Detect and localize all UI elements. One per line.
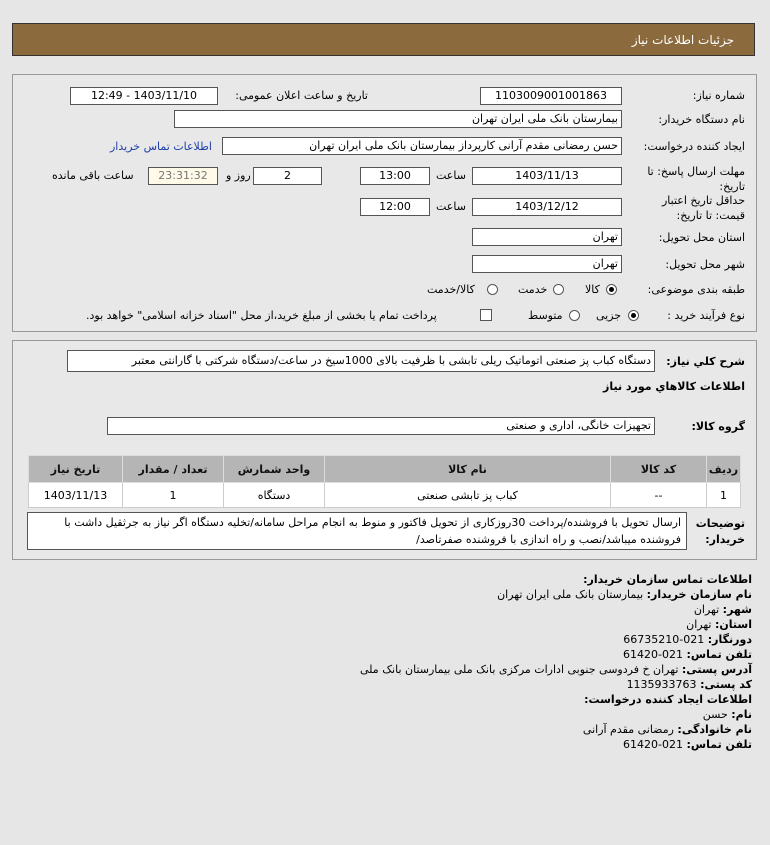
deadline-time-label: ساعت <box>436 169 466 182</box>
process-label: نوع فرآیند خرید : <box>667 309 745 322</box>
validity-time-label: ساعت <box>436 200 466 213</box>
category-option-both: کالا/خدمت <box>427 283 475 296</box>
province-label: استان: <box>715 618 752 631</box>
process-option-minor: جزیی <box>596 309 622 322</box>
category-option-goods: کالا <box>585 283 600 296</box>
family-label: نام خانوادگی: <box>677 723 752 736</box>
process-radio-medium[interactable] <box>569 310 580 321</box>
col-code: کد کالا <box>610 455 707 483</box>
category-label: طبقه بندی موضوعی: <box>647 283 745 296</box>
group-label: گروه کالا: <box>691 420 745 433</box>
name-value: حسن <box>702 708 728 721</box>
buyer-org-field[interactable]: بیمارستان بانک ملی ایران تهران <box>174 110 622 128</box>
process-option-medium: متوسط <box>528 309 563 322</box>
treasury-payment-checkbox[interactable] <box>480 309 492 321</box>
category-radio-service[interactable] <box>553 284 564 295</box>
group-field[interactable]: تجهیزات خانگی، اداری و صنعتی <box>107 417 655 435</box>
fax-value: 021-66735210 <box>623 633 705 646</box>
deadline-label: مهلت ارسال پاسخ: تا تاریخ: <box>647 165 745 193</box>
need-number-field[interactable]: 1103009001001863 <box>480 87 622 105</box>
announce-field[interactable]: 1403/11/10 - 12:49 <box>70 87 218 105</box>
postal-value: 1135933763 <box>626 678 697 691</box>
name-label: نام: <box>731 708 752 721</box>
desc-field[interactable]: دستگاه کباب پز صنعتی اتوماتیک ریلی تابشی… <box>67 350 655 372</box>
cell-unit: دستگاه <box>223 482 325 508</box>
creator-phone-label: تلفن تماس: <box>686 738 752 751</box>
validity-time-field[interactable]: 12:00 <box>360 198 430 216</box>
creator-label: ایجاد کننده درخواست: <box>643 140 745 153</box>
cell-qty: 1 <box>122 482 224 508</box>
city-value: تهران <box>693 603 720 616</box>
validity-date-field[interactable]: 1403/12/12 <box>472 198 622 216</box>
process-radio-minor[interactable] <box>628 310 639 321</box>
creator-info-title: اطلاعات ایجاد کننده درخواست: <box>584 693 752 706</box>
creator-field[interactable]: حسن رمضانی مقدم آرانی کارپرداز بیمارستان… <box>222 137 622 155</box>
col-date: تاریخ نیاز <box>28 455 123 483</box>
province-value: تهران <box>686 618 712 631</box>
creator-phone-value: 021-61420 <box>623 738 684 751</box>
category-radio-goods[interactable] <box>606 284 617 295</box>
org-value: بیمارستان بانک ملی ایران تهران <box>497 588 644 601</box>
col-qty: تعداد / مقدار <box>122 455 224 483</box>
buyer-contact-link[interactable]: اطلاعات تماس خریدار <box>110 140 212 153</box>
validity-label: حداقل تاریخ اعتبار قیمت: تا تاریخ: <box>661 194 745 222</box>
fax-label: دورنگار: <box>707 633 752 646</box>
announce-label: تاریخ و ساعت اعلان عمومی: <box>235 89 368 102</box>
col-unit: واحد شمارش <box>223 455 325 483</box>
contact-info: اطلاعات تماس سازمان خریدار: نام سازمان خ… <box>360 572 752 752</box>
org-label: نام سازمان خریدار: <box>646 588 752 601</box>
col-row: ردیف <box>706 455 741 483</box>
remaining-label: ساعت باقی مانده <box>52 169 134 182</box>
col-name: نام کالا <box>324 455 611 483</box>
family-value: رمضانی مقدم آرانی <box>582 723 674 736</box>
table-row[interactable]: 1 -- کباب پز تابشی صنعتی دستگاه 1 1403/1… <box>28 482 741 508</box>
table-header-row: ردیف کد کالا نام کالا واحد شمارش تعداد /… <box>28 455 741 483</box>
phone-value: 021-61420 <box>623 648 684 661</box>
address-value: تهران خ فردوسی جنوبی ادارات مرکزی بانک م… <box>360 663 679 676</box>
buyer-org-label: نام دستگاه خریدار: <box>658 113 745 126</box>
phone-label: تلفن تماس: <box>686 648 752 661</box>
cell-date: 1403/11/13 <box>28 482 123 508</box>
days-field[interactable]: 2 <box>253 167 322 185</box>
cell-code: -- <box>610 482 707 508</box>
deadline-date-field[interactable]: 1403/11/13 <box>472 167 622 185</box>
days-label: روز و <box>226 169 251 182</box>
postal-label: کد پستی: <box>700 678 752 691</box>
province-field[interactable]: تهران <box>472 228 622 246</box>
deadline-time-field[interactable]: 13:00 <box>360 167 430 185</box>
treasury-payment-note: پرداخت تمام یا بخشی از مبلغ خرید،از محل … <box>86 309 437 322</box>
city-label: شهر محل تحویل: <box>665 258 745 271</box>
desc-label: شرح کلي نياز: <box>666 355 745 368</box>
notes-field: ارسال تحویل با فروشنده/پرداخت 30روزکاری … <box>27 512 687 550</box>
province-label: استان محل تحویل: <box>658 231 745 244</box>
category-option-service: خدمت <box>518 283 548 296</box>
contact-title: اطلاعات تماس سازمان خریدار: <box>583 573 752 586</box>
goods-section-title: اطلاعات کالاهاي مورد نياز <box>603 380 745 393</box>
cell-name: کباب پز تابشی صنعتی <box>324 482 611 508</box>
goods-table: ردیف کد کالا نام کالا واحد شمارش تعداد /… <box>28 455 741 508</box>
notes-label: توضیحات خریدار: <box>695 517 745 546</box>
category-radio-both[interactable] <box>487 284 498 295</box>
city-field[interactable]: تهران <box>472 255 622 273</box>
city-label: شهر: <box>722 603 752 616</box>
address-label: آدرس پستی: <box>681 663 752 676</box>
cell-row: 1 <box>706 482 741 508</box>
need-number-label: شماره نیاز: <box>692 89 745 102</box>
remaining-timer: 23:31:32 <box>148 167 218 185</box>
page-header: جزئیات اطلاعات نیاز <box>12 23 755 56</box>
